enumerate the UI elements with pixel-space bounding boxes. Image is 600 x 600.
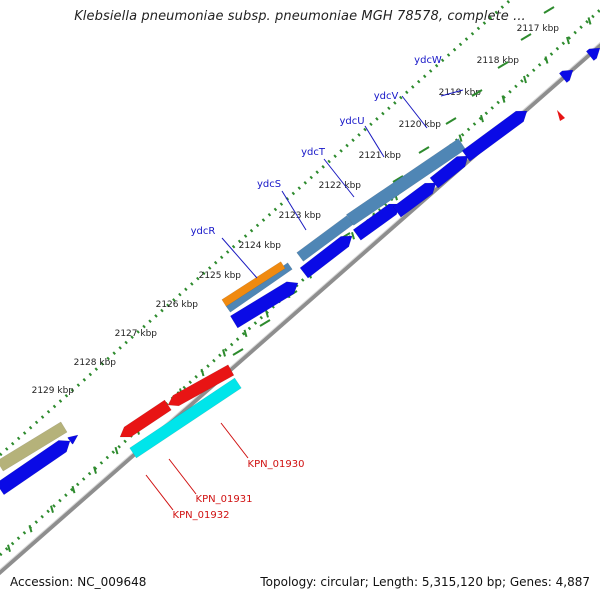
ruler-label: 2123 kbp (279, 211, 322, 221)
minor-tick (114, 446, 119, 455)
gene-label-leader (364, 125, 385, 158)
gene-label: KPN_01931 (196, 494, 253, 505)
minor-tick (458, 134, 463, 142)
map-title: Klebsiella pneumoniae subsp. pneumoniae … (74, 9, 526, 24)
cds-forward (558, 69, 574, 84)
minor-tick (587, 17, 592, 25)
cds-forward (429, 155, 469, 189)
ruler-label: 2120 kbp (399, 120, 442, 130)
accession-text: Accession: NC_009648 (10, 575, 147, 589)
minor-tick (501, 95, 506, 103)
gene-bar-cyan (129, 377, 242, 459)
gene-label-leader (145, 474, 174, 511)
minor-tick (71, 485, 76, 494)
ruler-label: 2119 kbp (439, 88, 482, 98)
ruler-label: 2128 kbp (74, 358, 117, 368)
genome-summary-text: Topology: circular; Length: 5,315,120 bp… (260, 575, 590, 589)
minor-tick (523, 75, 527, 84)
cds-forward (392, 182, 437, 218)
gene-bar (296, 215, 354, 262)
ruler-tick (520, 33, 532, 41)
gene-label-leader (323, 158, 355, 198)
tick-track-lower (0, 8, 600, 557)
ruler-label: 2129 kbp (32, 386, 75, 396)
gene-label-leader (281, 190, 307, 231)
gene-label-leader (220, 422, 249, 459)
gene-label: ydcW (414, 55, 442, 66)
minor-tick (243, 329, 248, 338)
minor-tick (566, 36, 570, 45)
gene-label: KPN_01932 (173, 510, 230, 521)
ruler-tick (497, 61, 509, 69)
cds-forward (461, 110, 528, 162)
gene-label-leader (440, 89, 464, 97)
ruler-label: 2124 kbp (239, 241, 282, 251)
ruler-tick (232, 348, 244, 356)
cds-forward (299, 235, 353, 279)
cds-reverse (167, 364, 235, 407)
gene-label-leader (401, 95, 428, 129)
cds-forward (67, 434, 79, 445)
gene-label-leader (168, 458, 197, 495)
gene-bar (225, 262, 293, 313)
ruler-label: 2126 kbp (156, 300, 199, 310)
tick-track-upper (0, 0, 513, 457)
minor-tick (351, 231, 355, 240)
cds-forward (230, 281, 299, 329)
ruler-tick (471, 89, 483, 97)
minor-tick (222, 349, 226, 357)
gene-label: ydcR (191, 226, 216, 237)
ruler-tick (543, 6, 555, 14)
cds-forward (352, 203, 401, 241)
minor-tick (200, 368, 205, 377)
gene-label: ydcT (301, 147, 326, 158)
minor-tick (93, 466, 97, 474)
minor-tick (265, 310, 269, 318)
ruler-tick (392, 175, 404, 183)
ruler-label: 2127 kbp (115, 329, 158, 339)
gene-label: ydcS (257, 179, 281, 190)
red-marker (557, 110, 565, 121)
minor-tick (50, 505, 54, 513)
gene-label: ydcV (374, 91, 399, 102)
ruler-label: 2117 kbp (517, 24, 560, 34)
ruler-label: 2122 kbp (319, 181, 362, 191)
gene-bar-orange (221, 261, 286, 307)
gene-bar-khaki (0, 421, 68, 472)
ruler-tick (418, 146, 430, 154)
backbone-highlight (0, 41, 600, 571)
ruler-label: 2121 kbp (359, 151, 402, 161)
ruler-tick (259, 319, 271, 327)
minor-tick (7, 544, 11, 553)
minor-tick (544, 56, 549, 64)
ruler-label: 2125 kbp (199, 271, 242, 281)
gene-label-leader (221, 237, 258, 279)
minor-tick (28, 524, 33, 533)
gene-bar (346, 138, 466, 226)
ruler-tick (445, 117, 457, 125)
gene-label: ydcU (339, 116, 364, 127)
cds-forward (585, 47, 600, 62)
minor-tick (480, 114, 484, 123)
cds-forward (0, 440, 71, 496)
ruler-label: 2118 kbp (477, 56, 520, 66)
backbone-line (0, 42, 600, 576)
gene-label: KPN_01930 (248, 459, 305, 470)
